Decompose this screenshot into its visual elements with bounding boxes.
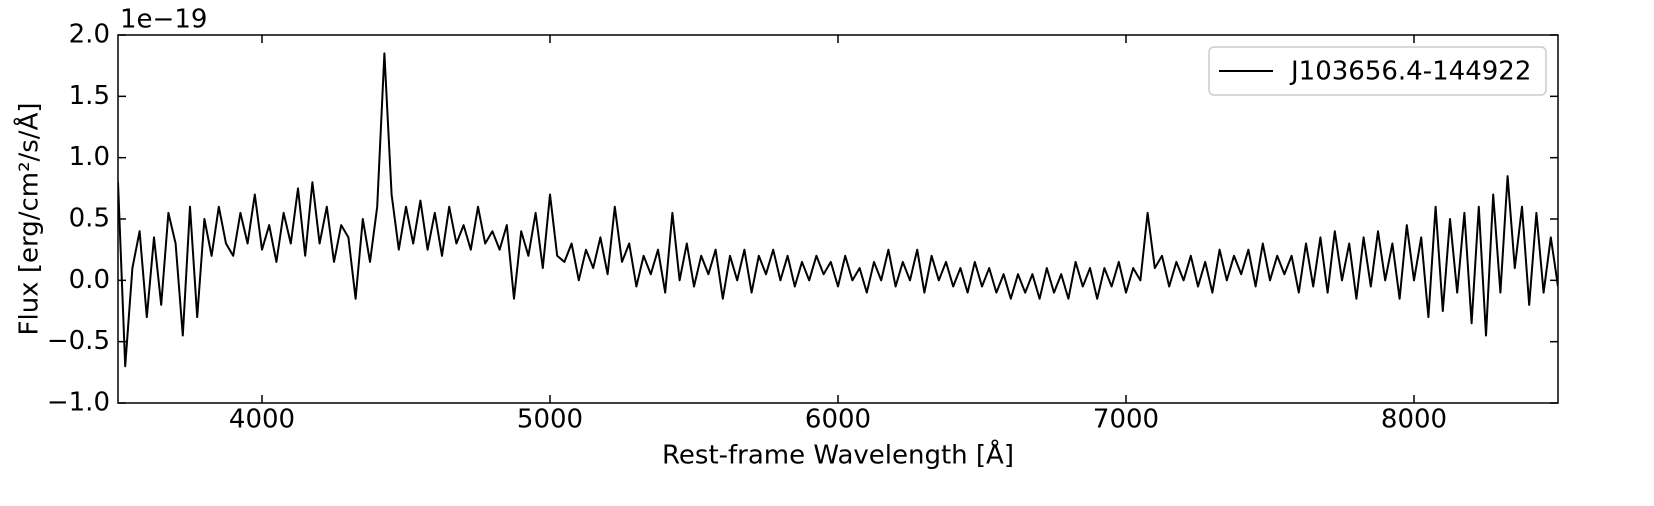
y-offset-label: 1e−19 [120,5,207,35]
x-axis-label: Rest-frame Wavelength [Å] [662,439,1014,471]
x-tick-label: 6000 [805,405,871,435]
x-tick-label: 8000 [1381,405,1447,435]
legend-label: J103656.4-144922 [1289,57,1531,87]
spectrum-line [118,52,1558,368]
y-tick-label: 2.0 [69,20,110,50]
y-tick-label: 0.5 [69,204,110,234]
x-tick-label: 4000 [229,405,295,435]
x-tick-label: 7000 [1093,405,1159,435]
y-tick-label: 1.5 [69,81,110,111]
legend-box [1208,46,1547,96]
y-tick-label: −1.0 [47,388,110,418]
plot-frame [117,34,1559,404]
y-axis-label: Flux [erg/cm²/s/Å] [13,103,45,336]
y-tick-label: 0.0 [69,265,110,295]
y-tick-label: 1.0 [69,142,110,172]
x-tick-label: 5000 [517,405,583,435]
y-tick-label: −0.5 [47,326,110,356]
